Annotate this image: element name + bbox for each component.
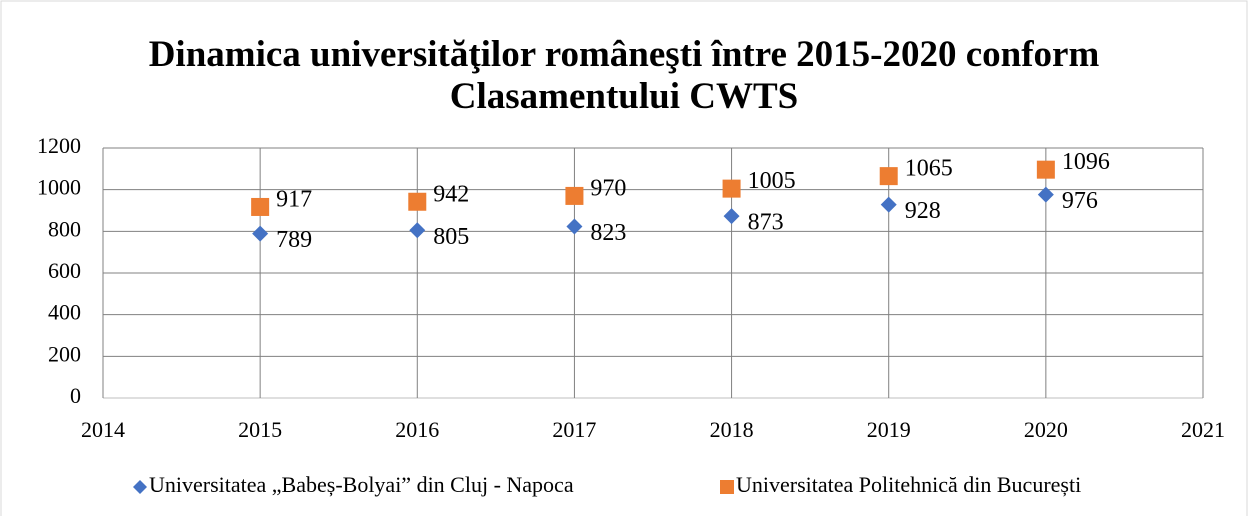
x-tick-label: 2017 xyxy=(552,417,596,442)
marker xyxy=(408,192,427,211)
x-tick-label: 2019 xyxy=(867,417,911,442)
legend-label: Universitatea Politehnică din București xyxy=(736,472,1081,497)
marker xyxy=(251,197,270,216)
marker xyxy=(566,218,583,235)
legend-label: Universitatea „Babeș-Bolyai” din Cluj - … xyxy=(149,472,574,497)
chart-title: Dinamica universităţilor româneşti între… xyxy=(148,34,1100,117)
legend-marker xyxy=(720,480,734,494)
data-label: 942 xyxy=(433,181,469,207)
data-label: 917 xyxy=(276,186,312,212)
x-tick-label: 2021 xyxy=(1181,417,1225,442)
marker xyxy=(565,186,584,205)
data-label: 1005 xyxy=(748,168,796,194)
y-tick-label: 0 xyxy=(70,383,81,408)
marker xyxy=(252,225,269,242)
x-tick-label: 2018 xyxy=(710,417,754,442)
marker xyxy=(879,167,898,186)
x-tick-label: 2015 xyxy=(238,417,282,442)
data-label: 823 xyxy=(590,220,626,246)
y-tick-label: 400 xyxy=(48,300,81,325)
data-label: 873 xyxy=(748,210,784,236)
data-label: 976 xyxy=(1062,188,1098,214)
y-tick-label: 1000 xyxy=(37,175,81,200)
data-label: 1096 xyxy=(1062,149,1110,175)
marker xyxy=(723,208,740,225)
y-tick-label: 600 xyxy=(48,258,81,283)
marker xyxy=(1036,160,1055,179)
y-tick-label: 800 xyxy=(48,216,81,241)
x-tick-label: 2016 xyxy=(395,417,439,442)
marker xyxy=(1037,186,1054,203)
legend-marker xyxy=(133,480,147,494)
data-label: 805 xyxy=(433,224,469,250)
data-label: 928 xyxy=(905,198,941,224)
marker xyxy=(880,196,897,213)
data-label: 789 xyxy=(276,227,312,253)
x-tick-label: 2020 xyxy=(1024,417,1068,442)
data-label: 970 xyxy=(590,175,626,201)
y-tick-label: 200 xyxy=(48,341,81,366)
data-label: 1065 xyxy=(905,156,953,182)
marker xyxy=(722,179,741,198)
y-tick-label: 1200 xyxy=(37,133,81,158)
marker xyxy=(409,222,426,239)
x-tick-label: 2014 xyxy=(81,417,125,442)
